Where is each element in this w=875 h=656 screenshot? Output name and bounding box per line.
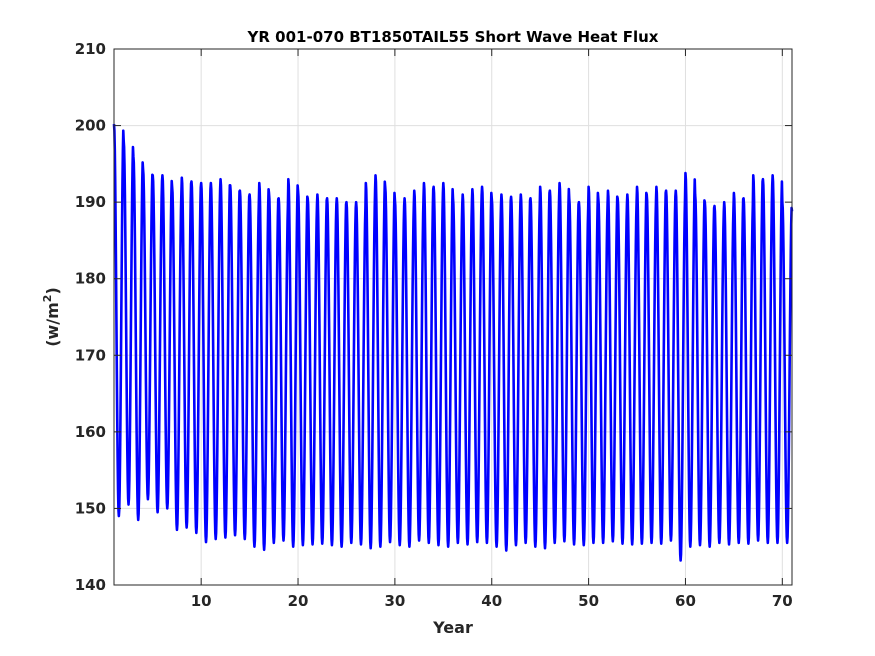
y-axis-label-text: (w/m — [43, 302, 62, 347]
y-tick-label: 210 — [75, 40, 106, 58]
y-axis-label-superscript: 2 — [41, 295, 54, 303]
x-tick-label: 20 — [288, 592, 309, 610]
y-tick-label: 170 — [75, 346, 106, 364]
series-group — [112, 123, 794, 562]
y-tick-label: 160 — [75, 423, 106, 441]
x-tick-label: 50 — [578, 592, 599, 610]
series-line — [112, 123, 794, 562]
chart-title: YR 001-070 BT1850TAIL55 Short Wave Heat … — [247, 28, 659, 46]
x-tick-label: 10 — [191, 592, 212, 610]
x-axis-label: Year — [432, 618, 473, 637]
y-tick-label: 150 — [75, 499, 106, 517]
x-tick-label: 30 — [384, 592, 405, 610]
y-tick-label: 140 — [75, 576, 106, 594]
x-tick-label: 40 — [481, 592, 502, 610]
plot-frame — [113, 48, 793, 586]
x-tick-label: 70 — [772, 592, 793, 610]
y-tick-label: 190 — [75, 193, 106, 211]
y-axis-label: (w/m2) — [41, 287, 62, 347]
y-axis-label-end: ) — [43, 287, 62, 294]
ticks: 10 20 30 40 50 60 70 140 150 160 170 180 190 200 210 — [75, 40, 793, 610]
y-tick-label: 200 — [75, 117, 106, 135]
y-tick-label: 180 — [75, 270, 106, 288]
x-tick-label: 60 — [675, 592, 696, 610]
